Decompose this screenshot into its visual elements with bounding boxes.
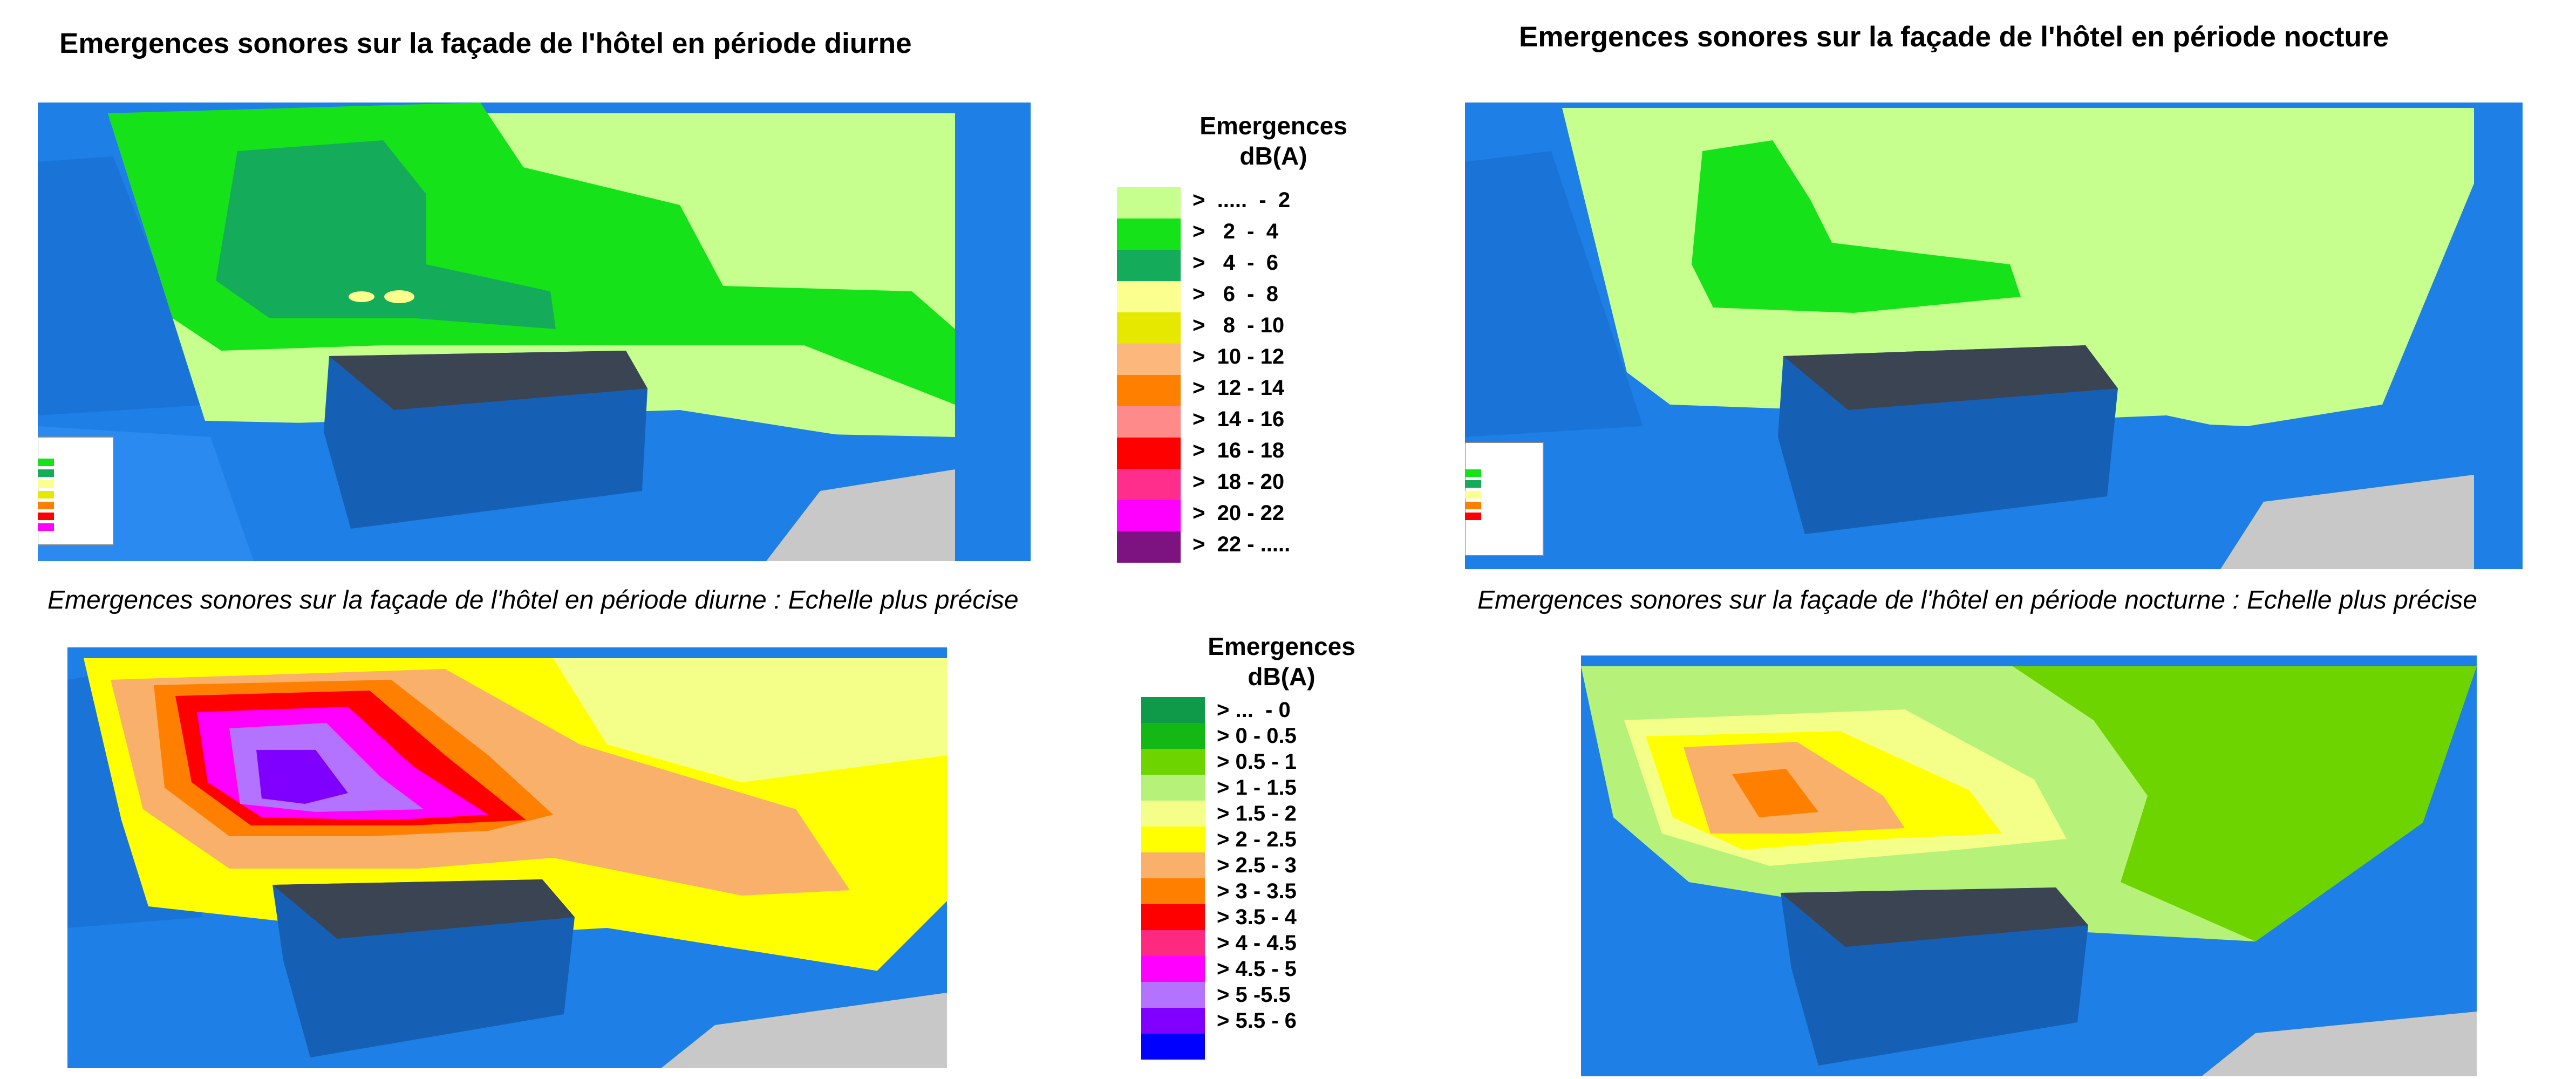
legend-label: > 12 - 14 <box>1192 376 1285 400</box>
legend-coarse-items: > ..... - 2 > 2 - 4 > 4 - 6 > 6 - 8 > 8 - 10… <box>1117 187 1398 565</box>
legend-label: > 0 - 0.5 <box>1217 724 1297 748</box>
legend-fine-title: Emergences <box>1208 632 1355 660</box>
legend-swatch <box>1117 375 1181 406</box>
legend-fine-items: > ... - 0 > 0 - 0.5 > 0.5 - 1 > 1 - 1.5 > 1.… <box>1141 697 1422 1064</box>
legend-swatch <box>1117 312 1181 344</box>
legend-swatch <box>1141 749 1205 775</box>
legend-label: > ..... - 2 <box>1192 188 1291 212</box>
legend-label: > 3 - 3.5 <box>1217 879 1297 903</box>
legend-swatch <box>1141 1008 1205 1034</box>
legend-fine: Emergences dB(A) > ... - 0 > 0 - 0.5 > 0.5… <box>1141 631 1422 1063</box>
title-night: Emergences sonores sur la façade de l'hô… <box>1519 21 2389 53</box>
legend-label: > 3.5 - 4 <box>1217 905 1297 929</box>
legend-swatch <box>1141 982 1205 1008</box>
legend-swatch <box>1117 500 1181 531</box>
legend-swatch <box>1117 344 1181 375</box>
legend-swatch <box>1117 218 1181 250</box>
legend-swatch <box>1117 406 1181 438</box>
legend-label: > 0.5 - 1 <box>1217 750 1297 774</box>
legend-label: > 20 - 22 <box>1192 501 1285 525</box>
legend-label: > 4 - 4.5 <box>1217 931 1297 955</box>
legend-swatch <box>1141 775 1205 801</box>
legend-swatch <box>1117 250 1181 281</box>
legend-swatch <box>1141 697 1205 723</box>
legend-label: > 1.5 - 2 <box>1217 802 1297 825</box>
legend-label: > ... - 0 <box>1217 698 1291 722</box>
legend-label: > 5.5 - 6 <box>1217 1009 1297 1033</box>
legend-label: > 5 -5.5 <box>1217 983 1291 1007</box>
legend-label: > 1 - 1.5 <box>1217 776 1297 800</box>
legend-label: > 16 - 18 <box>1192 439 1285 462</box>
caption-day-fine: Emergences sonores sur la façade de l'hô… <box>47 586 1019 614</box>
legend-swatch <box>1117 281 1181 312</box>
legend-label: > 22 - ..... <box>1192 532 1291 556</box>
legend-label: > 2.5 - 3 <box>1217 853 1297 877</box>
legend-swatch <box>1117 531 1181 563</box>
caption-night-fine: Emergences sonores sur la façade de l'hô… <box>1477 586 2477 614</box>
legend-swatch <box>1141 852 1205 878</box>
legend-label: > 14 - 16 <box>1192 407 1285 431</box>
legend-swatch <box>1141 827 1205 852</box>
map-day-coarse <box>38 103 1031 561</box>
legend-swatch <box>1141 723 1205 749</box>
legend-label: > 2 - 4 <box>1192 220 1278 243</box>
legend-label: > 10 - 12 <box>1192 345 1285 368</box>
legend-swatch <box>1141 1034 1205 1060</box>
map-night-fine <box>1581 655 2477 1076</box>
legend-fine-unit: dB(A) <box>1248 663 1316 691</box>
legend-swatch <box>1117 187 1181 218</box>
legend-label: > 2 - 2.5 <box>1217 828 1297 851</box>
legend-coarse: Emergences dB(A) > ..... - 2 > 2 - 4 > 4 -… <box>1117 111 1398 563</box>
legend-swatch <box>1117 469 1181 500</box>
legend-coarse-title: Emergences <box>1200 112 1347 140</box>
legend-label: > 18 - 20 <box>1192 470 1285 494</box>
legend-swatch <box>1141 930 1205 956</box>
legend-coarse-unit: dB(A) <box>1239 142 1307 170</box>
legend-label: > 4 - 6 <box>1192 251 1278 275</box>
legend-swatch <box>1141 956 1205 982</box>
legend-label: > 8 - 10 <box>1192 313 1285 337</box>
legend-swatch <box>1141 801 1205 827</box>
legend-label: > 6 - 8 <box>1192 282 1278 306</box>
title-day: Emergences sonores sur la façade de l'hô… <box>59 28 912 59</box>
legend-swatch <box>1141 904 1205 930</box>
legend-label: > 4.5 - 5 <box>1217 957 1297 981</box>
legend-swatch <box>1117 438 1181 469</box>
map-day-fine <box>67 647 947 1068</box>
map-night-coarse <box>1465 103 2523 569</box>
legend-swatch <box>1141 878 1205 904</box>
